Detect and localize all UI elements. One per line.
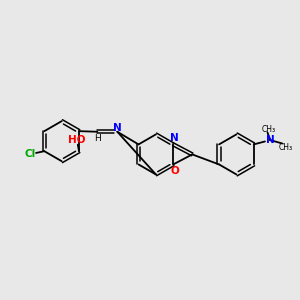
Text: N: N: [266, 135, 274, 145]
Text: N: N: [170, 133, 179, 143]
Text: HO: HO: [68, 135, 85, 145]
Text: CH₃: CH₃: [278, 143, 292, 152]
Text: Cl: Cl: [25, 149, 36, 159]
Text: N: N: [113, 123, 122, 133]
Text: CH₃: CH₃: [262, 124, 276, 134]
Text: H: H: [94, 134, 101, 143]
Text: O: O: [170, 166, 179, 176]
